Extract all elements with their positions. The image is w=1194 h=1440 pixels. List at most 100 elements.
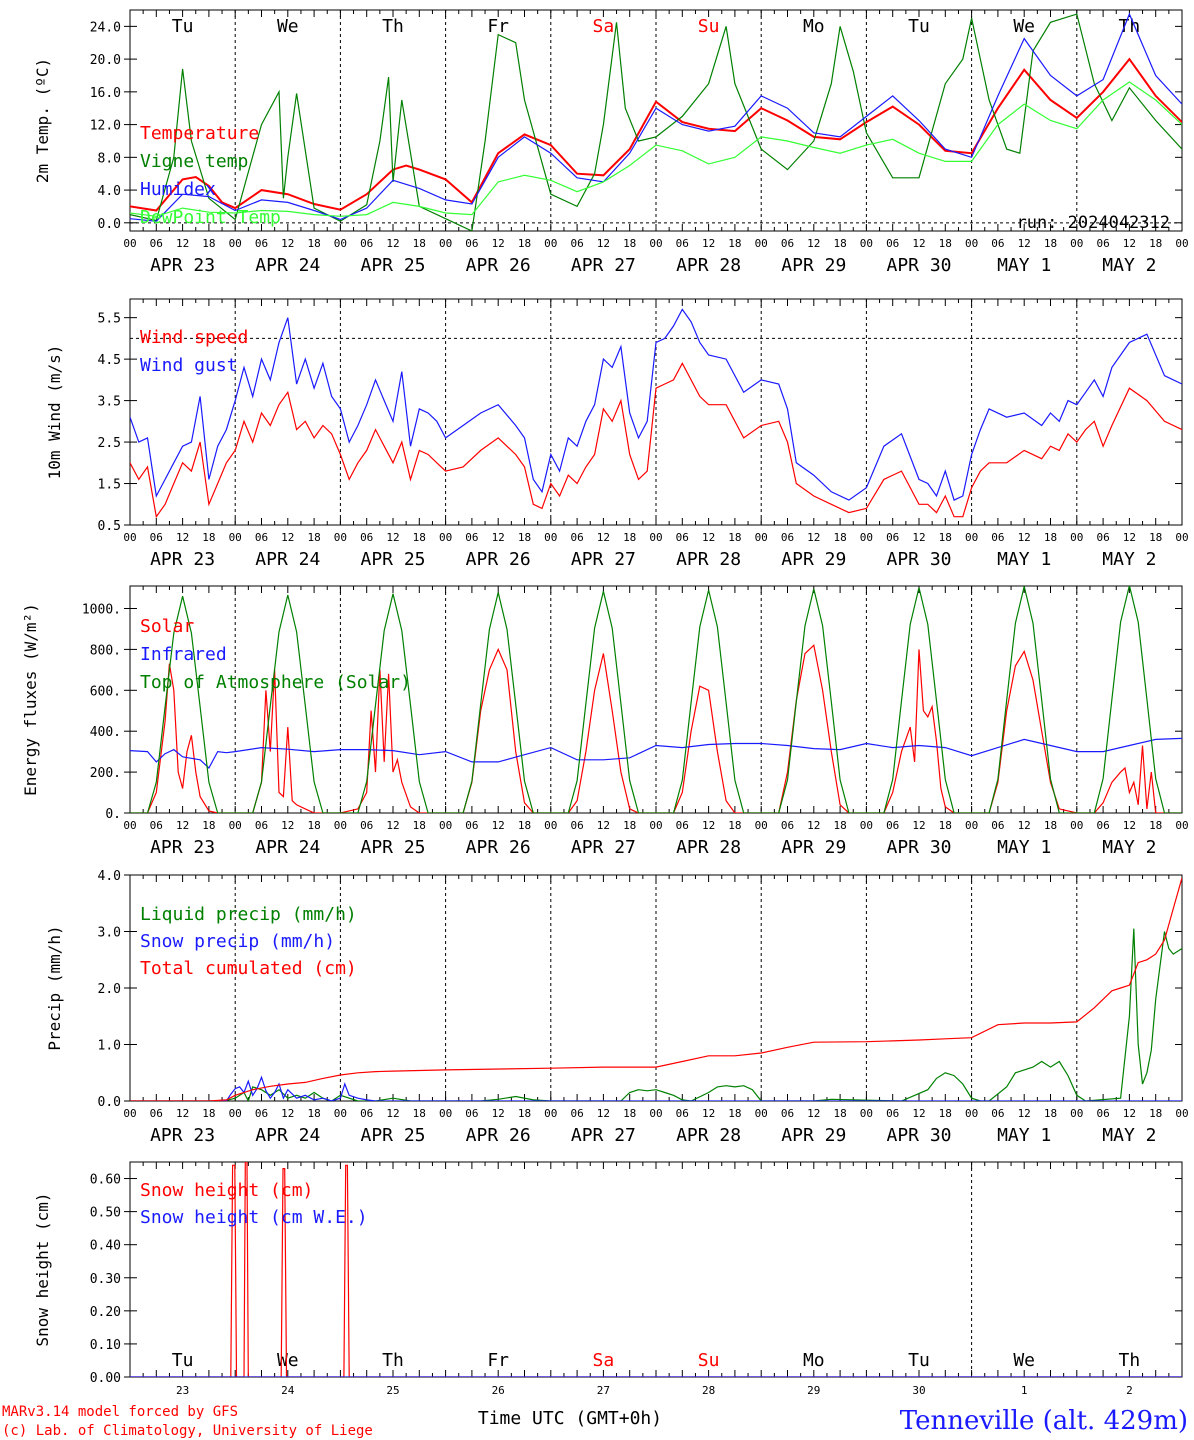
legend-liquid-precip-mm-h: Liquid precip (mm/h): [140, 904, 357, 925]
y-tick-label: 20.0: [90, 53, 121, 68]
panel-1: 0.0 4.0 8.0 12.0 16.0 20.0 24.0 2m Temp. (ºC) 00…: [33, 9, 1189, 276]
y-tick-label: 0.40: [90, 1239, 121, 1254]
hour-label: 00: [334, 237, 347, 250]
hour-label: 12: [912, 237, 925, 250]
y-tick-label: 2.5: [98, 436, 121, 451]
date-label: MAY 1: [997, 1125, 1051, 1146]
weekday-label: Tu: [908, 1350, 930, 1371]
hour-label: 00: [860, 531, 873, 544]
legend-snow-height-cm-w-e: Snow height (cm W.E.): [140, 1207, 368, 1228]
hour-label: 06: [886, 531, 899, 544]
hour-label: 12: [912, 531, 925, 544]
hour-label: 12: [1123, 531, 1136, 544]
weekday-label: We: [1013, 16, 1035, 37]
date-label: APR 26: [466, 837, 531, 858]
weekday-label: Th: [1119, 16, 1141, 37]
date-label: MAY 2: [1102, 549, 1156, 570]
series-wind-gust: [130, 308, 1182, 501]
hour-label: 12: [597, 531, 610, 544]
day-number-label: 28: [702, 1384, 715, 1397]
y-tick-label: 12.0: [90, 119, 121, 134]
hour-label: 06: [781, 531, 794, 544]
hour-label: 00: [860, 237, 873, 250]
y-axis-label: Snow height (cm): [33, 1192, 52, 1346]
y-tick-label: 0.: [105, 807, 121, 822]
hour-label: 12: [386, 819, 399, 832]
legend-temperature: Temperature: [140, 123, 259, 144]
y-tick-label: 0.00: [90, 1371, 121, 1386]
run-label: run: 2024042312: [1016, 213, 1170, 233]
weekday-label: Th: [1119, 1350, 1141, 1371]
hour-label: 18: [623, 237, 636, 250]
date-label: APR 27: [571, 1125, 636, 1146]
weekday-label: Mo: [803, 16, 825, 37]
y-tick-label: 0.10: [90, 1338, 121, 1353]
date-label: MAY 2: [1102, 837, 1156, 858]
hour-label: 06: [570, 819, 583, 832]
y-axis-label: Precip (mm/h): [45, 925, 64, 1050]
hour-label: 06: [150, 531, 163, 544]
legend-dewpoint-temp: DewPoint Temp: [140, 207, 281, 228]
hour-label: 00: [439, 1107, 452, 1120]
y-tick-label: 16.0: [90, 86, 121, 101]
series-snow-precip-mm-h: [130, 1075, 1182, 1101]
hour-label: 18: [518, 237, 531, 250]
y-tick-label: 8.0: [98, 151, 121, 166]
hour-label: 00: [334, 819, 347, 832]
date-label: APR 30: [886, 549, 951, 570]
hour-label: 12: [1123, 1107, 1136, 1120]
hour-label: 06: [465, 1107, 478, 1120]
hour-label: 18: [307, 531, 320, 544]
hour-label: 06: [360, 531, 373, 544]
series-infrared: [130, 737, 1182, 769]
day-number-label: 25: [386, 1384, 399, 1397]
hour-label: 12: [912, 819, 925, 832]
hour-label: 18: [518, 819, 531, 832]
hour-label: 12: [176, 237, 189, 250]
weekday-label: Tu: [172, 1350, 194, 1371]
y-tick-label: 200.: [90, 766, 121, 781]
hour-label: 00: [1175, 237, 1188, 250]
hour-label: 00: [123, 237, 136, 250]
date-label: APR 28: [676, 549, 741, 570]
hour-label: 12: [386, 237, 399, 250]
y-axis-label: Energy fluxes (W/m²): [21, 603, 40, 796]
meteogram-panels: 0.04.08.012.016.020.024.02m Temp. (ºC)00…: [21, 9, 1189, 1397]
weekday-label: Fr: [487, 16, 509, 37]
hour-label: 06: [255, 531, 268, 544]
hour-label: 12: [492, 819, 505, 832]
hour-label: 18: [939, 237, 952, 250]
hour-label: 12: [1123, 819, 1136, 832]
date-label: APR 28: [676, 255, 741, 276]
weekday-label: Tu: [908, 16, 930, 37]
hour-label: 00: [965, 531, 978, 544]
hour-label: 12: [1018, 531, 1031, 544]
hour-label: 06: [150, 1107, 163, 1120]
day-number-label: 29: [807, 1384, 820, 1397]
hour-label: 00: [860, 1107, 873, 1120]
legend-total-cumulated-cm: Total cumulated (cm): [140, 958, 357, 979]
date-label: MAY 1: [997, 549, 1051, 570]
hour-label: 12: [702, 1107, 715, 1120]
hour-label: 18: [413, 819, 426, 832]
hour-label: 06: [255, 819, 268, 832]
legend-infrared: Infrared: [140, 644, 227, 665]
hour-label: 00: [649, 1107, 662, 1120]
hour-label: 18: [307, 819, 320, 832]
series-total-cumulated-cm: [130, 877, 1182, 1101]
hour-label: 18: [518, 1107, 531, 1120]
series-humidex: [130, 12, 1182, 222]
weekday-label: Su: [698, 16, 720, 37]
date-label: APR 23: [150, 255, 215, 276]
y-tick-label: 1000.: [82, 602, 121, 617]
hour-label: 00: [544, 819, 557, 832]
hour-label: 12: [492, 237, 505, 250]
hour-label: 12: [281, 1107, 294, 1120]
hour-label: 12: [1018, 819, 1031, 832]
hour-label: 06: [781, 819, 794, 832]
date-label: APR 27: [571, 255, 636, 276]
date-label: APR 30: [886, 1125, 951, 1146]
day-number-label: 26: [492, 1384, 505, 1397]
hour-label: 00: [439, 819, 452, 832]
date-label: APR 29: [781, 549, 846, 570]
